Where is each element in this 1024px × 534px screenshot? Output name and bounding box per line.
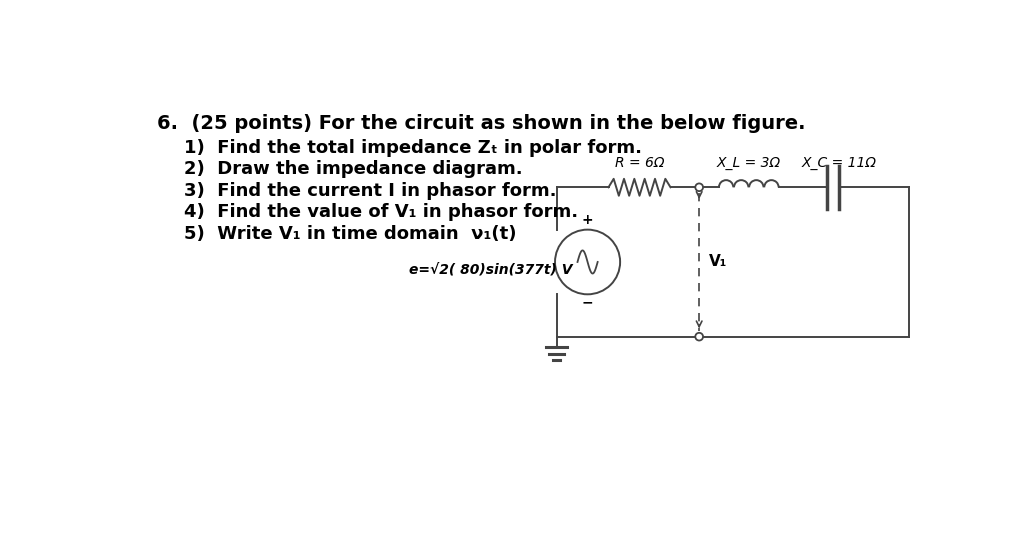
Text: V₁: V₁ bbox=[709, 255, 727, 270]
Text: 2)  Draw the impedance diagram.: 2) Draw the impedance diagram. bbox=[183, 160, 522, 178]
Text: X_C = 11Ω: X_C = 11Ω bbox=[802, 156, 877, 170]
Circle shape bbox=[695, 184, 703, 191]
Text: 4)  Find the value of V₁ in phasor form.: 4) Find the value of V₁ in phasor form. bbox=[183, 203, 578, 222]
Text: X_L = 3Ω: X_L = 3Ω bbox=[717, 156, 781, 170]
Circle shape bbox=[695, 333, 703, 341]
Text: 1)  Find the total impedance Zₜ in polar form.: 1) Find the total impedance Zₜ in polar … bbox=[183, 139, 642, 157]
Text: R = 6Ω: R = 6Ω bbox=[614, 156, 665, 170]
Text: +: + bbox=[582, 214, 593, 227]
Text: 5)  Write V₁ in time domain  ν₁(t): 5) Write V₁ in time domain ν₁(t) bbox=[183, 225, 516, 243]
Text: −: − bbox=[582, 295, 593, 309]
Text: 3)  Find the current I in phasor form.: 3) Find the current I in phasor form. bbox=[183, 182, 556, 200]
Text: e=√2( 80)sin(377t) V: e=√2( 80)sin(377t) V bbox=[410, 263, 572, 277]
Text: 6.  (25 points) For the circuit as shown in the below figure.: 6. (25 points) For the circuit as shown … bbox=[158, 114, 806, 133]
